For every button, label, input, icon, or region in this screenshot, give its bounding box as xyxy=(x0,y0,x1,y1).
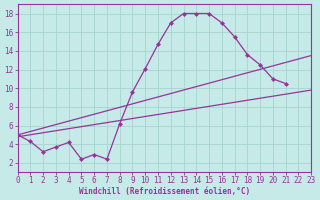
X-axis label: Windchill (Refroidissement éolien,°C): Windchill (Refroidissement éolien,°C) xyxy=(79,187,250,196)
